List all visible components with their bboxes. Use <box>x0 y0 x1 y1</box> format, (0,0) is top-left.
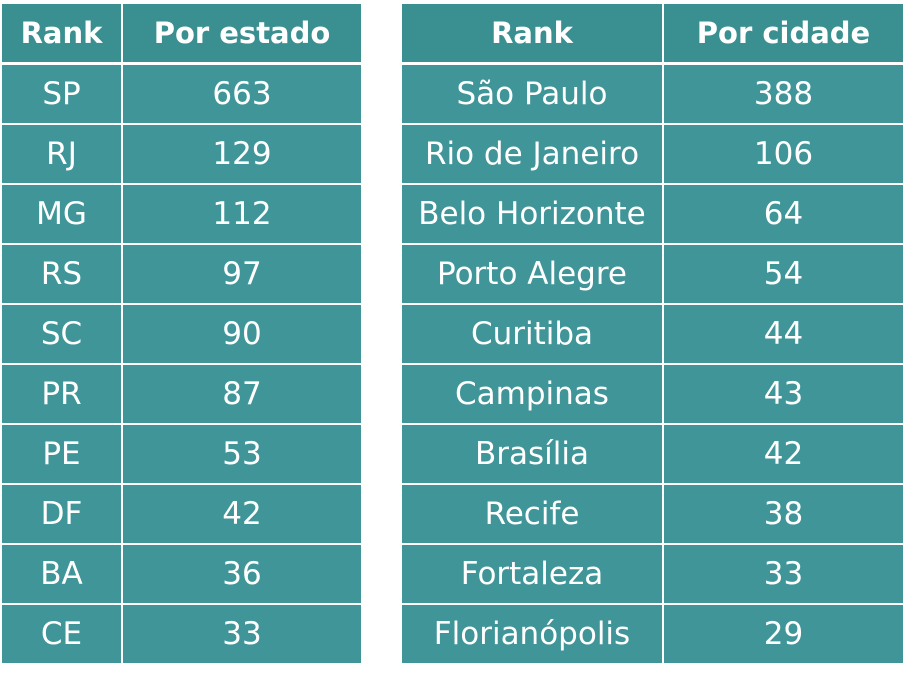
table-header-row: Rank Por cidade <box>402 4 903 65</box>
table-row: RJ 129 <box>2 123 361 185</box>
city-name-cell: Belo Horizonte <box>402 183 664 245</box>
city-ranking-table: Rank Por cidade São Paulo 388 Rio de Janei… <box>402 4 903 663</box>
state-count-cell: 33 <box>121 603 361 663</box>
table-row: BA 36 <box>2 543 361 605</box>
state-table-body: SP 663 RJ 129 MG 112 RS 97 SC 90 PR 87 PE 53 DF 42 BA 36 C… <box>2 62 361 663</box>
state-name-cell: RS <box>2 243 123 305</box>
table-row: Florianópolis 29 <box>402 603 903 663</box>
table-row: MG 112 <box>2 183 361 245</box>
table-row: Recife 38 <box>402 483 903 545</box>
column-header-rank: Rank <box>2 4 123 65</box>
city-count-cell: 106 <box>662 123 903 185</box>
column-header-rank: Rank <box>402 4 664 65</box>
table-row: Rio de Janeiro 106 <box>402 123 903 185</box>
state-name-cell: SP <box>2 62 123 125</box>
city-name-cell: Florianópolis <box>402 603 664 663</box>
table-row: PR 87 <box>2 363 361 425</box>
city-name-cell: Recife <box>402 483 664 545</box>
state-count-cell: 42 <box>121 483 361 545</box>
city-name-cell: Rio de Janeiro <box>402 123 664 185</box>
table-row: Belo Horizonte 64 <box>402 183 903 245</box>
state-name-cell: SC <box>2 303 123 365</box>
table-row: Porto Alegre 54 <box>402 243 903 305</box>
column-header-por-cidade: Por cidade <box>662 4 903 65</box>
state-ranking-table: Rank Por estado SP 663 RJ 129 MG 112 RS 97 SC 90 P… <box>2 4 361 663</box>
city-count-cell: 388 <box>662 62 903 125</box>
state-count-cell: 112 <box>121 183 361 245</box>
table-header-row: Rank Por estado <box>2 4 361 65</box>
state-count-cell: 90 <box>121 303 361 365</box>
city-name-cell: Fortaleza <box>402 543 664 605</box>
table-row: PE 53 <box>2 423 361 485</box>
city-count-cell: 43 <box>662 363 903 425</box>
city-count-cell: 38 <box>662 483 903 545</box>
city-name-cell: Porto Alegre <box>402 243 664 305</box>
city-count-cell: 29 <box>662 603 903 663</box>
state-count-cell: 36 <box>121 543 361 605</box>
table-row: RS 97 <box>2 243 361 305</box>
state-count-cell: 129 <box>121 123 361 185</box>
state-count-cell: 87 <box>121 363 361 425</box>
state-name-cell: RJ <box>2 123 123 185</box>
table-row: Curitiba 44 <box>402 303 903 365</box>
city-count-cell: 54 <box>662 243 903 305</box>
state-name-cell: PE <box>2 423 123 485</box>
city-name-cell: Curitiba <box>402 303 664 365</box>
table-row: SC 90 <box>2 303 361 365</box>
state-name-cell: PR <box>2 363 123 425</box>
column-header-por-estado: Por estado <box>121 4 361 65</box>
state-count-cell: 663 <box>121 62 361 125</box>
table-row: Fortaleza 33 <box>402 543 903 605</box>
state-count-cell: 97 <box>121 243 361 305</box>
state-name-cell: MG <box>2 183 123 245</box>
table-row: São Paulo 388 <box>402 62 903 125</box>
city-count-cell: 42 <box>662 423 903 485</box>
city-count-cell: 33 <box>662 543 903 605</box>
city-name-cell: São Paulo <box>402 62 664 125</box>
city-name-cell: Campinas <box>402 363 664 425</box>
table-row: Campinas 43 <box>402 363 903 425</box>
city-count-cell: 44 <box>662 303 903 365</box>
state-name-cell: CE <box>2 603 123 663</box>
city-count-cell: 64 <box>662 183 903 245</box>
city-table-body: São Paulo 388 Rio de Janeiro 106 Belo Horizo… <box>402 62 903 663</box>
state-name-cell: BA <box>2 543 123 605</box>
table-row: SP 663 <box>2 62 361 125</box>
table-row: Brasília 42 <box>402 423 903 485</box>
city-name-cell: Brasília <box>402 423 664 485</box>
table-row: DF 42 <box>2 483 361 545</box>
table-row: CE 33 <box>2 603 361 663</box>
state-count-cell: 53 <box>121 423 361 485</box>
state-name-cell: DF <box>2 483 123 545</box>
